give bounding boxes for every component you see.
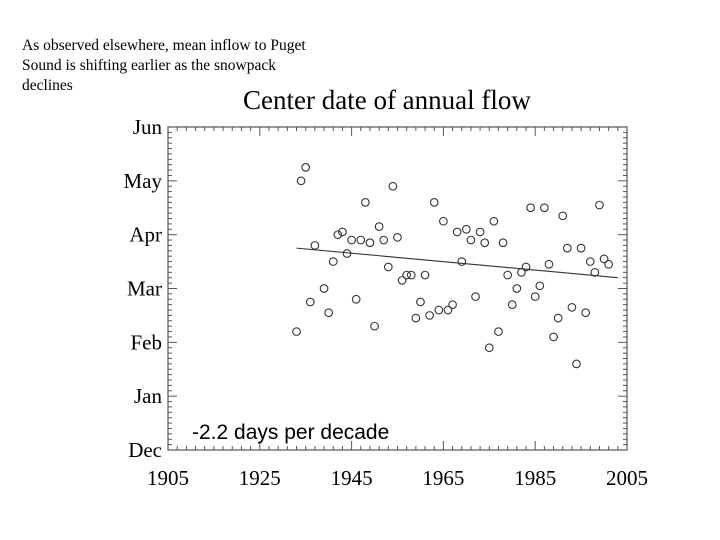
data-point (585, 257, 595, 266)
trend-annotation: -2.2 days per decade (192, 421, 389, 444)
y-tick-label: Feb (131, 330, 163, 354)
data-point (351, 294, 361, 304)
data-point (374, 222, 384, 231)
data-point (503, 270, 513, 280)
data-point (457, 257, 467, 266)
data-point (370, 321, 379, 331)
data-point (406, 270, 416, 280)
data-point (379, 235, 389, 245)
data-point (296, 176, 306, 186)
data-point (452, 227, 462, 237)
data-point (558, 211, 568, 221)
data-point (301, 163, 311, 172)
data-point (388, 181, 398, 191)
data-point (411, 313, 421, 323)
y-tick-label: May (124, 169, 163, 193)
x-tick-label: 1905 (147, 466, 189, 490)
caption-note: As observed elsewhere, mean inflow to Pu… (22, 37, 306, 94)
data-point (562, 243, 572, 253)
data-point (429, 198, 439, 207)
x-tick-label: 1925 (239, 466, 281, 490)
data-point (420, 270, 430, 280)
data-point (397, 276, 407, 285)
data-point (599, 254, 609, 264)
data-point (572, 359, 581, 369)
data-point (604, 259, 613, 269)
data-point (356, 235, 366, 245)
data-point (581, 308, 591, 318)
data-point (512, 284, 522, 293)
data-point (305, 297, 315, 307)
x-tick-label: 1985 (514, 466, 556, 490)
y-tick-label: Dec (128, 438, 162, 462)
x-tick-label: 1945 (331, 466, 373, 490)
data-point (494, 327, 503, 336)
data-point (292, 327, 301, 336)
data-point (549, 332, 558, 342)
data-point (347, 235, 356, 245)
data-point (393, 233, 402, 242)
data-point (462, 224, 471, 234)
data-point (333, 230, 343, 240)
data-point (328, 257, 338, 266)
data-point (480, 238, 490, 248)
data-point (443, 305, 453, 315)
y-tick-label: Mar (127, 277, 162, 301)
data-point (498, 238, 508, 248)
data-point (475, 227, 485, 237)
data-point (319, 284, 329, 293)
data-point (416, 297, 425, 307)
plot-frame (167, 126, 628, 451)
data-point (544, 259, 554, 269)
data-point (540, 203, 549, 213)
data-point (448, 300, 457, 310)
data-point (489, 216, 499, 226)
y-tick-label: Jan (134, 384, 162, 408)
data-point (338, 227, 347, 237)
data-point (526, 203, 535, 213)
data-point (471, 292, 480, 301)
x-tick-label: 2005 (606, 466, 648, 490)
data-point (521, 262, 531, 272)
x-tick-label: 1965 (422, 466, 464, 490)
chart-title: Center date of annual flow (243, 85, 531, 115)
data-point (595, 200, 604, 210)
data-point (439, 216, 448, 226)
data-point (434, 305, 444, 315)
data-point (310, 241, 320, 250)
data-point (567, 302, 577, 312)
data-point (466, 235, 476, 245)
y-tick-label: Apr (129, 223, 162, 247)
data-point (484, 343, 494, 353)
data-point (590, 268, 600, 277)
data-point (576, 243, 586, 253)
trend-line (296, 247, 618, 279)
data-point (425, 311, 434, 320)
data-point (365, 238, 375, 248)
data-point (553, 313, 563, 323)
data-point (530, 292, 540, 301)
data-point (535, 281, 545, 291)
data-point (507, 300, 517, 310)
y-tick-label: Jun (133, 115, 163, 139)
data-point (342, 249, 352, 258)
data-point (517, 268, 526, 277)
data-point (324, 308, 334, 318)
data-point (361, 198, 370, 207)
data-point (383, 262, 393, 272)
data-point (402, 270, 412, 280)
